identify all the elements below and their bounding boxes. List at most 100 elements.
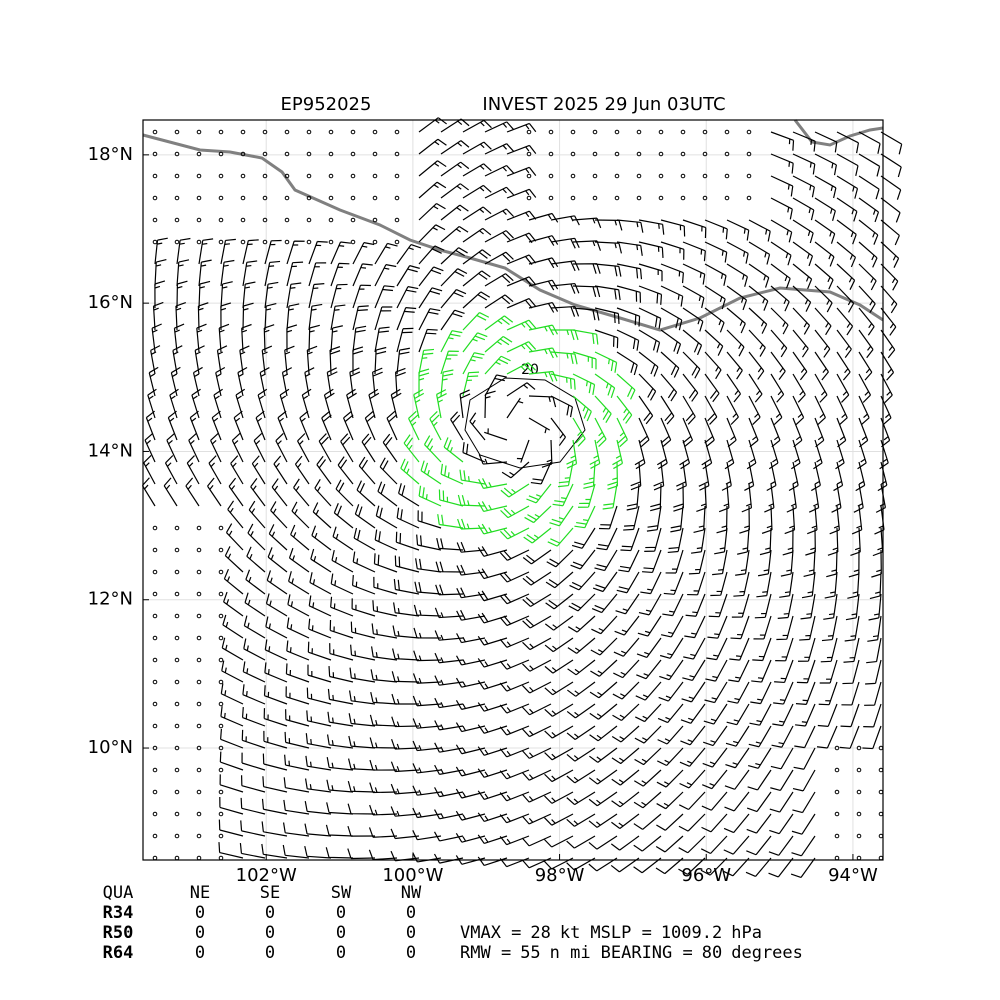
calm-marker (614, 129, 620, 135)
wind-barb (240, 797, 266, 815)
wind-barb (795, 703, 816, 727)
wind-barb (792, 373, 806, 403)
calm-marker (174, 525, 180, 531)
wind-barb (219, 774, 244, 793)
wind-barb (544, 637, 574, 653)
wind-barb (528, 235, 559, 246)
wind-barb (550, 215, 580, 226)
wind-barb (820, 637, 838, 663)
wind-barb (477, 856, 508, 867)
calm-marker (218, 635, 224, 641)
wind-barb (723, 835, 750, 855)
wind-barb (723, 857, 750, 877)
wind-barb (271, 478, 288, 507)
wind-barb (455, 722, 486, 733)
calm-marker (878, 811, 884, 817)
wind-barb (700, 835, 728, 855)
wind-barb (566, 791, 596, 806)
wind-barb (284, 731, 310, 749)
calm-marker (262, 195, 268, 201)
wind-barb (746, 813, 772, 834)
summary: VMAX = 28 kt MSLP = 1009.2 hPa RMW = 55 n mi BEAR… (460, 923, 803, 963)
wind-barb (391, 738, 420, 750)
wind-barb (792, 791, 816, 814)
wind-barb (566, 703, 596, 719)
calm-marker (174, 173, 180, 179)
wind-barb (638, 329, 661, 353)
wind-barb (816, 725, 838, 749)
wind-barb (775, 637, 794, 662)
calm-marker (152, 701, 158, 707)
wind-barb (814, 131, 838, 153)
wind-barb (530, 461, 552, 485)
wind-barb (880, 219, 900, 246)
calm-marker (592, 195, 598, 201)
wind-barb (400, 458, 420, 485)
wind-barb (835, 439, 845, 470)
wind-barb (588, 791, 618, 807)
table-cell: 0 (195, 923, 205, 943)
wind-barb (220, 683, 244, 705)
calm-marker (746, 129, 752, 135)
wind-barb (477, 612, 508, 624)
wind-barb (340, 433, 354, 463)
wind-barb (880, 241, 900, 268)
grid: 102°W 100°W 98°W 96°W 94°W 10°N 12°N 14°N 16°N 18… (88, 120, 883, 886)
calm-marker (174, 701, 180, 707)
wind-barb (477, 768, 508, 778)
wind-barb (413, 388, 425, 419)
calm-marker (746, 195, 752, 201)
wind-barb (646, 505, 662, 532)
wind-barb (394, 555, 420, 573)
wind-barb (265, 616, 288, 639)
wind-barb (308, 262, 327, 287)
wind-barb (390, 783, 420, 795)
wind-barb (596, 527, 618, 551)
wind-barb (154, 258, 167, 287)
wind-barb (462, 141, 492, 155)
wind-barb (710, 571, 728, 597)
wind-barb (396, 243, 422, 265)
calm-marker (196, 679, 202, 685)
wind-barb (176, 259, 190, 287)
wind-barb (450, 411, 464, 441)
wind-barb (817, 703, 838, 727)
wind-barb (393, 579, 420, 595)
calm-marker (526, 173, 532, 179)
wind-barb (773, 681, 794, 705)
wind-barb (650, 483, 662, 512)
y-tick-label: 18°N (88, 144, 133, 165)
wind-barb (370, 646, 398, 661)
wind-barb (462, 249, 492, 265)
wind-barb (477, 790, 508, 800)
wind-barb (374, 242, 398, 265)
wind-barb (792, 219, 814, 244)
calm-marker (372, 151, 378, 157)
wind-barb (374, 346, 387, 375)
wind-barb (353, 527, 376, 551)
wind-barb (682, 417, 694, 448)
wind-barb (172, 345, 183, 375)
calm-marker (548, 129, 554, 135)
wind-barb (423, 435, 442, 463)
wind-barb (607, 461, 619, 490)
wind-barb (682, 329, 703, 356)
wind-barb (737, 527, 750, 555)
wind-barb (440, 225, 469, 243)
wind-barb (770, 175, 794, 197)
wind-barb (567, 659, 596, 676)
wind-barb (770, 197, 793, 220)
summary-item: 1009.2 (661, 923, 722, 943)
wind-barb (412, 695, 442, 707)
wind-barb (418, 485, 442, 507)
wind-barb (440, 140, 470, 155)
wind-barb (413, 604, 442, 617)
wind-barb (703, 725, 728, 747)
wind-barb (638, 593, 662, 616)
wind-barb (484, 186, 515, 199)
table-header: SE (260, 883, 280, 903)
wind-barb (477, 702, 508, 712)
wind-barb (550, 395, 573, 418)
wind-barb (544, 813, 574, 826)
wind-barb (836, 219, 857, 245)
